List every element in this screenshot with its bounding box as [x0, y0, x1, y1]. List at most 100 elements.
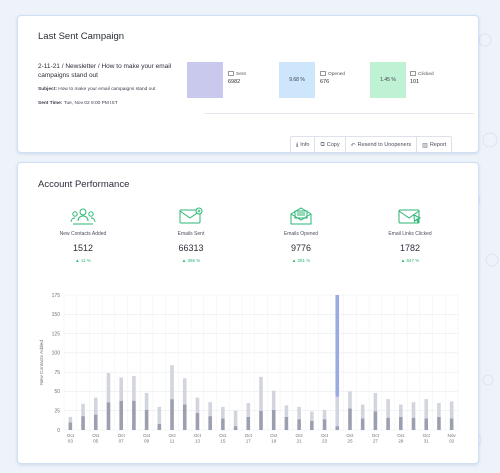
- bar-segment: [297, 419, 301, 430]
- bar-segment: [233, 410, 238, 427]
- sent-label: Sent: [228, 71, 246, 77]
- x-tick-label: 21: [297, 439, 303, 444]
- y-tick-label: 0: [57, 428, 60, 434]
- bar-segment: [81, 416, 85, 430]
- campaign-subject: Subject: How to make your email campaign…: [38, 87, 155, 92]
- bar-segment: [144, 409, 149, 430]
- email-sent-icon: [179, 207, 203, 224]
- bar-segment: [246, 403, 251, 417]
- bar-segment: [233, 426, 238, 430]
- metric-new-contacts[interactable]: New Contacts Added 1512 ▲ 11 %: [38, 207, 128, 263]
- x-tick-label: Oct: [92, 433, 100, 438]
- bar-segment: [119, 400, 123, 430]
- checkbox-icon: [228, 71, 234, 76]
- bar-segment: [170, 365, 174, 400]
- x-tick-label: 11: [170, 439, 175, 444]
- bar-segment: [437, 416, 441, 430]
- x-tick-label: Oct: [296, 433, 304, 438]
- bar-segment: [386, 399, 390, 418]
- copy-icon: ⧉: [320, 141, 325, 148]
- bar-segment: [360, 404, 365, 419]
- checkbox-icon: [320, 71, 326, 76]
- bar-segment: [373, 411, 378, 430]
- bar-segment: [411, 402, 416, 418]
- metric-emails-opened[interactable]: Emails Opened 9776 ▲ 251 %: [256, 207, 346, 263]
- bar-segment: [93, 397, 98, 415]
- x-tick-label: Oct: [219, 433, 227, 438]
- x-tick-label: 13: [195, 439, 201, 444]
- info-button[interactable]: ℹ Info: [291, 137, 316, 153]
- bar-segment: [132, 376, 136, 401]
- bar-segment: [411, 417, 416, 430]
- y-tick-label: 100: [52, 351, 61, 357]
- bar-segment: [157, 423, 162, 430]
- x-tick-label: 31: [424, 439, 430, 444]
- metric-change: ▲ 366 %: [181, 258, 201, 263]
- bar-segment: [322, 419, 327, 430]
- y-tick-label: 50: [54, 389, 60, 395]
- x-tick-label: Oct: [143, 433, 151, 438]
- x-tick-label: 05: [93, 439, 99, 444]
- bar-segment: [373, 392, 378, 412]
- metric-emails-sent[interactable]: Emails Sent 66313 ▲ 366 %: [146, 207, 236, 263]
- bar-segment: [437, 403, 441, 417]
- x-tick-label: Oct: [346, 433, 354, 438]
- subject-label: Subject:: [38, 87, 57, 92]
- metric-change: ▲ 251 %: [291, 258, 311, 263]
- x-tick-label: 29: [398, 439, 404, 444]
- section-title: Account Performance: [38, 179, 130, 190]
- bar-segment: [424, 418, 429, 430]
- bar-segment: [170, 399, 174, 430]
- bar-segment: [106, 402, 111, 430]
- new-contacts-chart: 0 25 50 75 100 125 150 175 New Contacts Added Oct…: [39, 293, 459, 444]
- bar-segment: [259, 376, 263, 411]
- bar-segment: [157, 406, 162, 424]
- x-tick-label: Oct: [270, 433, 278, 438]
- x-tick-label: Oct: [321, 433, 329, 438]
- bar-segment: [449, 401, 454, 419]
- sent-rate-box: [187, 62, 223, 98]
- campaign-name[interactable]: 2-11-21 / Newsletter / How to make your …: [38, 63, 172, 79]
- metric-change: ▲ 11 %: [75, 258, 91, 263]
- x-tick-label: 19: [271, 439, 277, 444]
- up-arrow-icon: ▲: [291, 258, 297, 263]
- y-tick-label: 75: [54, 370, 60, 376]
- copy-button[interactable]: ⧉ Copy: [315, 137, 346, 153]
- bar-segment: [144, 392, 149, 410]
- x-tick-label: 23: [322, 439, 328, 444]
- bar-segment: [335, 396, 340, 427]
- bar-segment: [208, 416, 212, 430]
- campaign-actions: ℹ Info ⧉ Copy ↶ Resend to Unopeners ▥ Report: [290, 136, 453, 154]
- up-arrow-icon: ▲: [400, 258, 406, 263]
- y-tick-label: 150: [52, 312, 61, 318]
- bar-segment: [132, 400, 136, 430]
- bar-segment: [335, 426, 340, 430]
- clicked-rate-box: 1.45 %: [370, 62, 406, 98]
- opened-rate-box: 9.68 %: [279, 62, 315, 98]
- x-tick-label: 09: [144, 439, 150, 444]
- bar-segment: [284, 405, 289, 417]
- metric-email-links-clicked[interactable]: Email Links Clicked 1782 ▲ 847 %: [365, 207, 455, 263]
- x-tick-label: 03: [68, 439, 74, 444]
- x-tick-label: Oct: [423, 433, 431, 438]
- clicked-label: Clicked: [410, 71, 434, 77]
- bar-segment: [310, 411, 314, 421]
- bar-segment: [348, 408, 352, 430]
- bar-segment: [386, 417, 390, 430]
- metric-label: Emails Sent: [177, 231, 205, 237]
- x-tick-label: 07: [119, 439, 125, 444]
- y-tick-label: 175: [52, 293, 61, 299]
- opened-value: 676: [320, 79, 330, 85]
- bar-segment: [322, 409, 327, 420]
- bar-segment: [81, 403, 85, 417]
- resend-button[interactable]: ↶ Resend to Unopeners: [346, 137, 418, 153]
- y-axis-label: New Contacts Added: [39, 340, 45, 385]
- divider: [204, 113, 474, 114]
- bar-segment: [195, 397, 200, 414]
- x-tick-label: Oct: [397, 433, 405, 438]
- report-button[interactable]: ▥ Report: [422, 142, 447, 149]
- up-arrow-icon: ▲: [75, 258, 80, 263]
- bar-segment: [68, 422, 73, 430]
- report-icon: ▥: [422, 142, 428, 149]
- bar-segment: [310, 420, 314, 430]
